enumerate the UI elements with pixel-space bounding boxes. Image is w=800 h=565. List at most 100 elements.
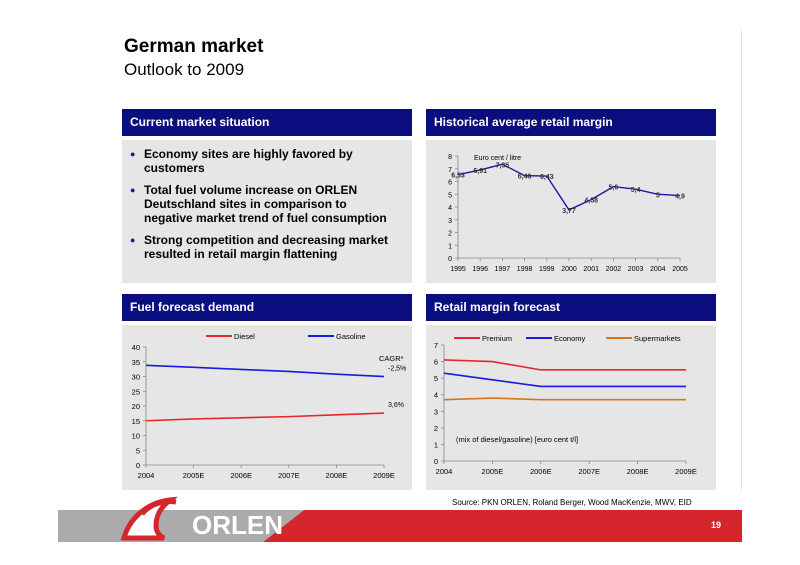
current-market-panel [122, 140, 412, 283]
series-end-label: -2,5% [388, 366, 406, 373]
x-tick-label: 2002 [606, 266, 622, 273]
data-label: 6,91 [473, 168, 487, 175]
bullet-text: Economy sites are highly favored by cust… [144, 147, 353, 175]
x-tick-label: 2001 [583, 266, 599, 273]
y-tick-label: 3 [448, 218, 452, 225]
x-tick-label: 1995 [450, 266, 466, 273]
series-line-gasoline [145, 364, 385, 378]
x-tick-label: 2007E [278, 471, 300, 480]
y-tick-label: 0 [434, 457, 438, 466]
right-divider [741, 30, 742, 490]
x-tick-label: 2005 [672, 266, 688, 273]
chart-annotation: CAGR* [379, 354, 404, 363]
bullet-item: ● Strong competition and decreasing marke… [126, 233, 398, 261]
y-tick-label: 8 [448, 154, 452, 161]
data-label: 6,46 [518, 174, 532, 181]
series-line-diesel [145, 412, 385, 422]
x-tick-label: 2007E [578, 467, 600, 476]
page-number: 19 [711, 520, 722, 530]
x-tick-label: 2000 [561, 266, 577, 273]
eagle-icon [120, 496, 179, 541]
historical-margin-panel [426, 140, 716, 283]
data-label: 5,6 [609, 185, 619, 192]
data-label: 4,58 [584, 198, 598, 205]
page-subtitle: Outlook to 2009 [124, 60, 245, 79]
y-tick-label: 7 [434, 341, 438, 350]
bullet-icon: ● [130, 235, 136, 245]
x-tick-label: 1997 [495, 266, 511, 273]
y-tick-label: 10 [132, 432, 140, 441]
x-tick-label: 2009E [373, 471, 395, 480]
y-tick-label: 0 [136, 461, 140, 470]
y-tick-label: 5 [434, 374, 438, 383]
series-line-economy [443, 372, 686, 388]
bullet-text: Total fuel volume increase on ORLEN Deut… [144, 183, 387, 225]
bullet-text: Strong competition and decreasing market… [144, 233, 389, 261]
historical-margin-chart: 0 1 2 3 4 5 6 7 8 1995 1996 1997 1998 1999 2000 2001 200… [448, 154, 688, 273]
legend-label: Gasoline [336, 332, 366, 341]
y-tick-label: 4 [448, 205, 452, 212]
x-tick-label: 1999 [539, 266, 555, 273]
footer-red-band [263, 510, 742, 542]
x-tick-label: 2006E [530, 467, 552, 476]
data-label: 3,77 [562, 208, 576, 215]
x-tick-label: 2008E [326, 471, 348, 480]
current-market-bullets: ● Economy sites are highly favored by cu… [126, 147, 398, 269]
x-tick-label: 2006E [230, 471, 252, 480]
y-tick-label: 7 [448, 167, 452, 174]
x-tick-label: 2009E [675, 467, 697, 476]
data-label: 5,4 [631, 187, 641, 194]
data-label: 4,9 [675, 194, 685, 201]
page-title: German market [124, 36, 264, 57]
legend-label: Supermarkets [634, 334, 681, 343]
y-tick-label: 5 [136, 446, 140, 455]
retail-forecast-header: Retail margin forecast [426, 294, 716, 321]
y-tick-label: 40 [132, 343, 140, 352]
data-label: 5 [656, 192, 660, 199]
bullet-item: ● Economy sites are highly favored by cu… [126, 147, 398, 175]
y-tick-label: 4 [434, 391, 438, 400]
logo-text: ORLEN [192, 510, 283, 540]
y-tick-label: 1 [434, 440, 438, 449]
y-tick-label: 1 [448, 243, 452, 250]
y-tick-label: 2 [434, 424, 438, 433]
series-line-supermarkets [443, 397, 686, 401]
bullet-icon: ● [130, 185, 136, 195]
bullet-icon: ● [130, 149, 136, 159]
fuel-forecast-panel [122, 325, 412, 490]
current-market-header: Current market situation [122, 109, 412, 136]
x-tick-label: 2004 [436, 467, 453, 476]
orlen-logo: ORLEN [120, 496, 283, 541]
chart-annotation: Euro cent / litre [474, 155, 521, 162]
y-tick-label: 0 [448, 256, 452, 263]
y-tick-label: 30 [132, 373, 140, 382]
y-tick-label: 25 [132, 387, 140, 396]
y-tick-label: 3 [434, 407, 438, 416]
x-tick-label: 2008E [627, 467, 649, 476]
bullet-item: ● Total fuel volume increase on ORLEN Deu… [126, 183, 398, 225]
series-end-label: 3,6% [388, 402, 404, 409]
data-label: 6,43 [540, 174, 554, 181]
y-tick-label: 5 [448, 192, 452, 199]
y-tick-label: 6 [448, 180, 452, 187]
retail-forecast-chart: 0 1 2 3 4 5 6 7 2004 2005E 2006E 2007E 2008E 2009E Pre… [434, 334, 697, 476]
y-tick-label: 35 [132, 358, 140, 367]
series-line-premium [443, 359, 686, 371]
fuel-forecast-chart: 0 5 10 15 20 25 30 35 40 2004 2005E 2006E 2007E 2008E… [132, 332, 407, 480]
x-tick-label: 2004 [650, 266, 666, 273]
source-note: Source: PKN ORLEN, Roland Berger, Wood M… [452, 498, 692, 507]
y-tick-label: 6 [434, 358, 438, 367]
series-line-margin [457, 163, 681, 211]
legend-label: Diesel [234, 332, 255, 341]
historical-margin-header: Historical average retail margin [426, 109, 716, 136]
chart-annotation: (mix of diesel/gasoline) [euro cent t/l] [456, 435, 578, 444]
x-tick-label: 2005E [482, 467, 504, 476]
fuel-forecast-header: Fuel forecast demand [122, 294, 412, 321]
y-tick-label: 20 [132, 402, 140, 411]
y-tick-label: 15 [132, 417, 140, 426]
x-tick-label: 2004 [138, 471, 155, 480]
legend-label: Economy [554, 334, 586, 343]
x-tick-label: 1998 [517, 266, 533, 273]
data-label: 7,35 [496, 162, 510, 169]
x-tick-label: 1996 [472, 266, 488, 273]
